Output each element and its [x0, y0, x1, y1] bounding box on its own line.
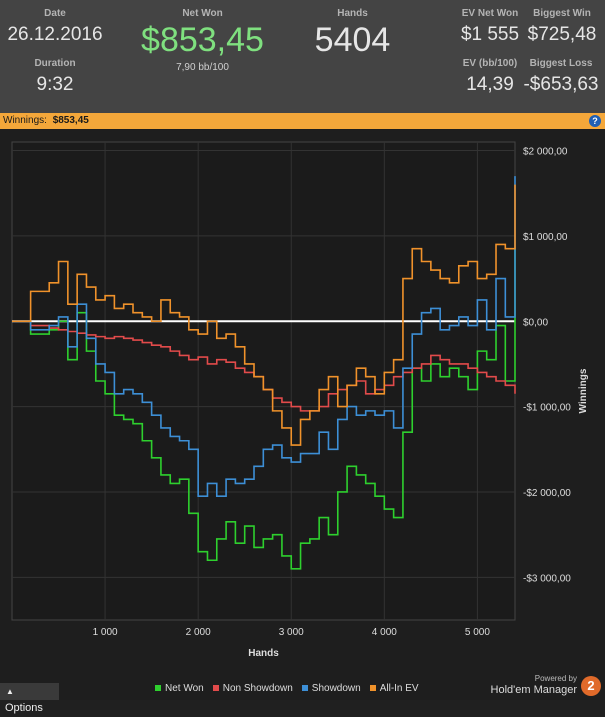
stats-header: Date 26.12.2016 Duration 9:32 Net Won $8… [0, 0, 605, 113]
x-tick-label: 1 000 [93, 627, 118, 638]
stat-ev-bb100-value: 14,39 [466, 74, 514, 95]
x-tick-label: 2 000 [186, 627, 211, 638]
powered-by-text: Powered by [534, 674, 577, 683]
x-tick-label: 5 000 [465, 627, 490, 638]
stat-date: Date 26.12.2016 [0, 8, 110, 46]
series-line-all-in-ev [12, 184, 516, 446]
stat-biggest-loss: Biggest Loss -$653,63 [519, 58, 603, 96]
stat-net-won-label: Net Won [182, 8, 223, 19]
y-tick-label: $1 000,00 [523, 232, 568, 243]
x-axis-label: Hands [248, 648, 279, 659]
brand-badge-icon: 2 [581, 676, 601, 696]
y-tick-label: -$3 000,00 [523, 573, 571, 584]
winnings-chart: 1 000 2 000 3 000 4 000 5 000 $2 000,00 $1 000… [11, 141, 589, 659]
legend-swatch-icon [155, 685, 161, 692]
legend-item: Non Showdown [212, 683, 293, 694]
series-line-net-won [12, 248, 516, 570]
stat-hands: Hands 5404 [295, 8, 410, 60]
legend-label: All-In EV [379, 683, 419, 694]
legend-label: Net Won [165, 683, 204, 694]
legend-label: Showdown [311, 683, 361, 694]
stat-ev-net-won: EV Net Won $1 555 [452, 8, 528, 46]
legend-item: Showdown [301, 683, 361, 694]
legend-swatch-icon [301, 685, 308, 692]
chart-area: 1 000 2 000 3 000 4 000 5 000 $2 000,00 $1 000… [0, 129, 605, 700]
stat-duration: Duration 9:32 [0, 58, 110, 96]
stat-biggest-loss-label: Biggest Loss [529, 58, 593, 69]
stat-ev-bb100: EV (bb/100) 14,39 [452, 58, 528, 96]
y-tick-label: -$1 000,00 [523, 403, 571, 414]
y-tick-label: $2 000,00 [523, 147, 568, 158]
options-label: Options [5, 702, 43, 714]
stat-hands-value: 5404 [314, 21, 391, 59]
chevron-up-icon: ▲ [6, 687, 14, 696]
stat-ev-net-won-label: EV Net Won [461, 8, 519, 19]
y-axis-label: Winnings [578, 368, 589, 413]
stat-biggest-win-label: Biggest Win [533, 8, 591, 19]
winnings-bar-label: Winnings: [3, 115, 47, 126]
stat-net-won: Net Won $853,45 7,90 bb/100 [120, 8, 285, 73]
legend-label: Non Showdown [222, 683, 293, 694]
stat-duration-value: 9:32 [36, 74, 74, 95]
stat-biggest-loss-value: -$653,63 [523, 74, 599, 95]
stat-net-won-bb100: 7,90 bb/100 [176, 62, 229, 73]
brand-name: Hold'em Manager [490, 684, 577, 696]
stat-ev-net-won-value: $1 555 [460, 24, 520, 45]
y-tick-label: -$2 000,00 [523, 488, 571, 499]
legend-swatch-icon [212, 685, 219, 692]
legend-swatch-icon [369, 685, 376, 692]
legend-item: All-In EV [369, 683, 419, 694]
stat-date-label: Date [44, 8, 66, 19]
series-line-showdown [12, 176, 516, 498]
stat-duration-label: Duration [34, 58, 76, 69]
stat-ev-bb100-label: EV (bb/100) [462, 58, 518, 69]
chart-legend: Net Won Non Showdown Showdown All-In EV [155, 683, 428, 695]
help-icon[interactable]: ? [589, 115, 601, 127]
winnings-bar-value: $853,45 [52, 115, 89, 126]
stat-biggest-win: Biggest Win $725,48 [522, 8, 602, 46]
legend-item: Net Won [155, 683, 204, 694]
stat-biggest-win-value: $725,48 [527, 24, 597, 45]
stat-date-value: 26.12.2016 [7, 24, 103, 45]
x-tick-label: 4 000 [372, 627, 397, 638]
stat-net-won-value: $853,45 [141, 21, 264, 59]
stat-hands-label: Hands [337, 8, 368, 19]
winnings-bar: Winnings: $853,45 ? [0, 113, 605, 129]
y-tick-label: $0,00 [523, 317, 548, 328]
x-tick-label: 3 000 [279, 627, 304, 638]
options-button[interactable]: ▲ Options [0, 683, 59, 714]
